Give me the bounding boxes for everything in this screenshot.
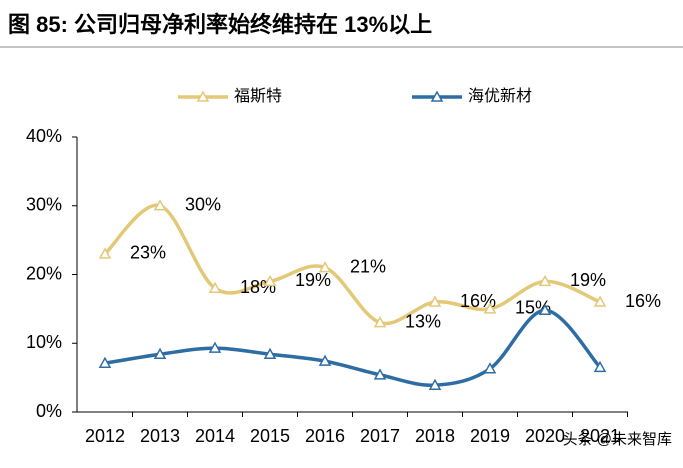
x-tick-label: 2018 bbox=[415, 426, 455, 446]
point-marker bbox=[593, 295, 607, 307]
x-tick-label: 2020 bbox=[525, 426, 565, 446]
series-line bbox=[104, 308, 602, 387]
y-tick-label: 10% bbox=[26, 332, 62, 352]
point-marker bbox=[153, 347, 167, 359]
legend-label: 海优新材 bbox=[468, 87, 532, 105]
point-marker bbox=[538, 274, 552, 287]
data-label: 16% bbox=[625, 291, 661, 311]
legend-marker bbox=[430, 90, 444, 102]
y-tick-label: 0% bbox=[36, 401, 62, 421]
point-marker bbox=[428, 295, 442, 307]
chart-title: 图 85: 公司归母净利率始终维持在 13%以上 bbox=[8, 12, 432, 37]
data-label: 19% bbox=[295, 270, 331, 290]
point-marker bbox=[98, 247, 112, 259]
point-marker bbox=[263, 274, 277, 287]
legend-label: 福斯特 bbox=[234, 87, 282, 105]
x-tick-label: 2013 bbox=[140, 426, 180, 446]
y-tick-label: 40% bbox=[26, 126, 62, 146]
x-tick-label: 2021 bbox=[580, 426, 620, 446]
point-marker bbox=[98, 356, 112, 368]
data-label: 23% bbox=[130, 243, 166, 263]
watermark: 头条 @未来智库 bbox=[563, 430, 672, 448]
point-marker bbox=[593, 360, 607, 373]
point-marker bbox=[208, 341, 222, 353]
data-label: 30% bbox=[185, 195, 221, 215]
legend-marker bbox=[196, 90, 210, 102]
point-marker bbox=[373, 316, 387, 328]
x-tick-label: 2019 bbox=[470, 426, 510, 446]
x-tick-label: 2012 bbox=[85, 426, 125, 446]
x-tick-label: 2015 bbox=[250, 426, 290, 446]
x-tick-label: 2017 bbox=[360, 426, 400, 446]
point-marker bbox=[483, 362, 497, 374]
point-marker bbox=[373, 368, 387, 380]
x-tick-label: 2016 bbox=[305, 426, 345, 446]
point-marker bbox=[428, 378, 442, 390]
point-marker bbox=[318, 354, 332, 366]
point-marker bbox=[153, 199, 167, 211]
point-marker bbox=[208, 281, 222, 293]
point-marker bbox=[318, 261, 332, 273]
data-label: 16% bbox=[460, 291, 496, 311]
point-marker bbox=[263, 347, 277, 359]
x-tick-label: 2014 bbox=[195, 426, 235, 446]
point-marker bbox=[538, 303, 552, 315]
data-label: 21% bbox=[350, 256, 386, 276]
point-marker bbox=[483, 302, 497, 314]
data-label: 13% bbox=[405, 311, 441, 331]
y-tick-label: 30% bbox=[26, 195, 62, 215]
y-tick-label: 20% bbox=[26, 263, 62, 283]
series-line bbox=[103, 203, 601, 326]
data-label: 19% bbox=[570, 270, 606, 290]
